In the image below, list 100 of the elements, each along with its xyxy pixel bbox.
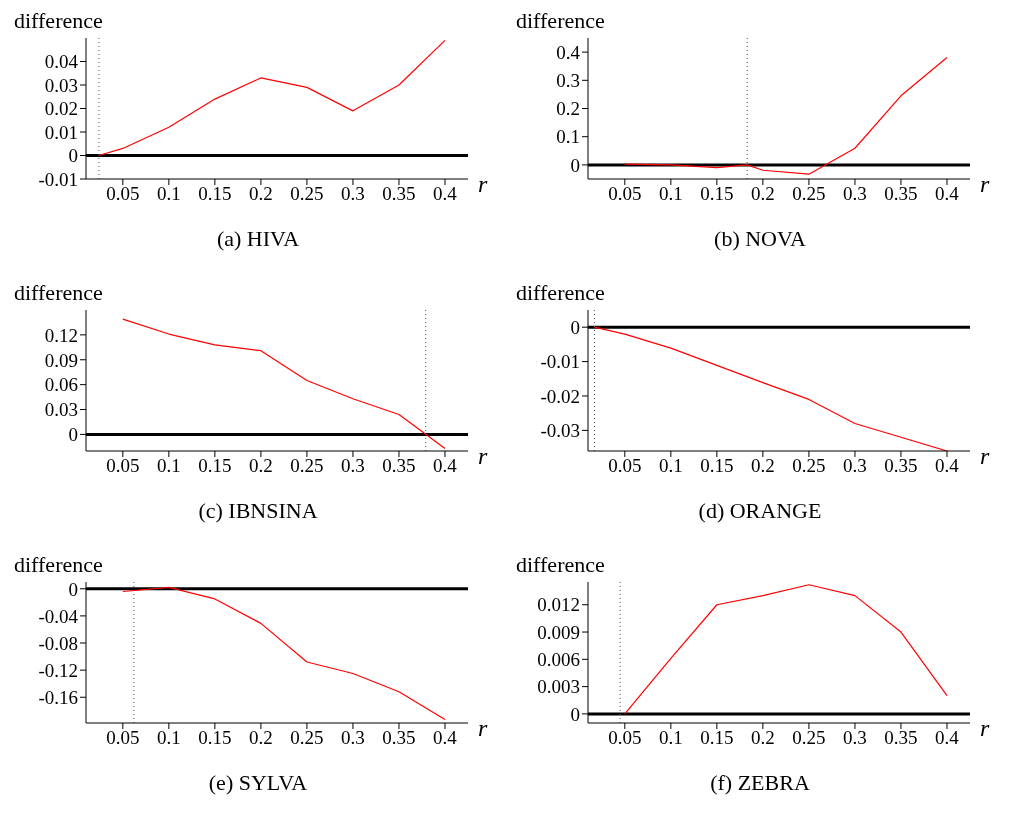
x-tick-label: 0.1	[156, 455, 181, 477]
x-tick-label: 0.15	[198, 183, 232, 205]
line-series	[624, 584, 948, 715]
y-tick-label: -0.16	[38, 686, 78, 708]
x-tick-label: 0.15	[700, 727, 734, 749]
x-tick-label: 0.15	[700, 455, 734, 477]
y-tick-label: -0.04	[38, 605, 79, 627]
y-tick-label: 0.009	[537, 621, 580, 643]
line-series	[98, 39, 446, 157]
y-tick-label: 0.1	[556, 126, 580, 148]
x-axis-title: r	[478, 170, 488, 197]
x-tick-label: 0.4	[433, 455, 458, 477]
y-tick-label: -0.01	[38, 168, 78, 190]
x-tick-label: 0.25	[290, 455, 324, 477]
y-axis-title: difference	[516, 280, 605, 306]
text: (d) ORANGE	[697, 498, 823, 524]
x-tick-label: 0.2	[751, 727, 775, 749]
y-tick-label: 0.02	[44, 98, 78, 120]
x-tick-label: 0.25	[792, 727, 826, 749]
x-tick-label: 0.15	[198, 727, 232, 749]
x-axis-title: r	[478, 714, 488, 741]
x-tick-label: 0.4	[935, 455, 960, 477]
x-tick-label: 0.25	[290, 727, 324, 749]
text: (a) HIVA	[215, 226, 301, 252]
x-tick-label: 0.25	[792, 455, 826, 477]
x-tick-label: 0.35	[884, 727, 918, 749]
x-tick-label: 0.35	[884, 183, 918, 205]
y-axis-title: difference	[516, 552, 605, 578]
y-tick-label: -0.03	[540, 420, 580, 442]
x-tick-label: 0.05	[106, 727, 140, 749]
text: (b) NOVA	[713, 226, 807, 252]
x-tick-label: 0.05	[608, 455, 642, 477]
x-axis-title: r	[980, 170, 990, 197]
x-tick-label: 0.35	[382, 727, 416, 749]
x-tick-label: 0.3	[341, 183, 365, 205]
x-tick-label: 0.1	[658, 727, 683, 749]
line-series	[122, 318, 446, 450]
x-tick-label: 0.3	[843, 455, 867, 477]
x-tick-label: 0.05	[608, 183, 642, 205]
x-tick-label: 0.3	[341, 455, 365, 477]
x-tick-label: 0.15	[198, 455, 232, 477]
x-tick-label: 0.4	[433, 183, 458, 205]
y-tick-label: 0	[570, 703, 580, 725]
y-tick-label: 0.003	[537, 676, 580, 698]
y-tick-label: 0.03	[44, 399, 78, 421]
text: (c) IBNSINA	[197, 498, 319, 524]
x-axis-title: r	[478, 442, 488, 469]
y-tick-label: 0.4	[556, 41, 581, 63]
y-tick-label: 0	[570, 316, 580, 338]
x-tick-label: 0.2	[751, 183, 775, 205]
x-tick-label: 0.35	[382, 183, 416, 205]
y-axis-title: difference	[14, 552, 103, 578]
x-tick-label: 0.2	[249, 455, 273, 477]
text: (f) ZEBRA	[709, 770, 811, 796]
y-tick-label: 0.06	[44, 374, 78, 396]
y-tick-label: 0	[68, 145, 78, 167]
x-tick-label: 0.2	[249, 727, 273, 749]
y-axis-title: difference	[14, 8, 103, 34]
x-tick-label: 0.3	[843, 727, 867, 749]
x-axis-title: r	[980, 714, 990, 741]
x-tick-label: 0.3	[341, 727, 365, 749]
x-tick-label: 0.3	[843, 183, 867, 205]
x-tick-label: 0.05	[608, 727, 642, 749]
y-tick-label: 0.012	[537, 594, 580, 616]
x-tick-label: 0.05	[106, 183, 140, 205]
text: (e) SYLVA	[207, 770, 309, 796]
y-tick-label: 0	[68, 424, 78, 446]
y-tick-label: 0.006	[537, 649, 580, 671]
y-axis-title: difference	[14, 280, 103, 306]
y-tick-label: 0	[68, 578, 78, 600]
x-tick-label: 0.2	[249, 183, 273, 205]
y-tick-label: -0.12	[38, 659, 78, 681]
x-tick-label: 0.35	[382, 455, 416, 477]
x-tick-label: 0.1	[658, 455, 683, 477]
y-tick-label: -0.01	[540, 351, 580, 373]
y-tick-label: 0.3	[556, 70, 580, 92]
x-tick-label: 0.2	[751, 455, 775, 477]
x-tick-label: 0.35	[884, 455, 918, 477]
y-tick-label: -0.02	[540, 385, 580, 407]
y-tick-label: -0.08	[38, 632, 78, 654]
y-tick-label: 0.09	[44, 349, 78, 371]
line-series	[624, 56, 948, 175]
x-tick-label: 0.4	[433, 727, 458, 749]
x-tick-label: 0.1	[156, 183, 181, 205]
x-tick-label: 0.05	[106, 455, 140, 477]
y-tick-label: 0.12	[44, 324, 78, 346]
x-tick-label: 0.1	[658, 183, 683, 205]
y-tick-label: 0.2	[556, 98, 580, 120]
x-tick-label: 0.4	[935, 183, 960, 205]
x-tick-label: 0.1	[156, 727, 181, 749]
x-axis-title: r	[980, 442, 990, 469]
x-tick-label: 0.15	[700, 183, 734, 205]
x-tick-label: 0.25	[290, 183, 324, 205]
y-tick-label: 0.04	[44, 51, 79, 73]
y-axis-title: difference	[516, 8, 605, 34]
y-tick-label: 0.03	[44, 74, 78, 96]
y-tick-label: 0	[570, 154, 580, 176]
line-series	[122, 586, 446, 721]
y-tick-label: 0.01	[44, 121, 78, 143]
x-tick-label: 0.25	[792, 183, 826, 205]
